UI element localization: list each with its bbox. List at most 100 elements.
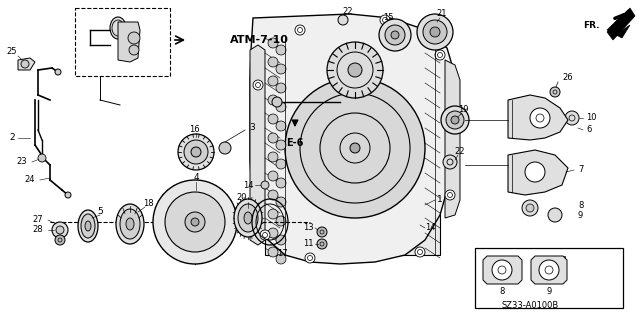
Circle shape — [276, 235, 286, 245]
Text: SZ33-A0100B: SZ33-A0100B — [501, 300, 559, 309]
Ellipse shape — [116, 204, 144, 244]
Circle shape — [348, 63, 362, 77]
Circle shape — [525, 162, 545, 182]
Bar — [475, 248, 623, 308]
Polygon shape — [445, 60, 460, 218]
Circle shape — [285, 78, 425, 218]
Bar — [535, 256, 543, 262]
Polygon shape — [118, 22, 140, 62]
Text: 10: 10 — [586, 114, 596, 122]
Text: 23: 23 — [17, 158, 28, 167]
Circle shape — [338, 15, 348, 25]
Circle shape — [38, 154, 46, 162]
Circle shape — [530, 108, 550, 128]
Circle shape — [185, 212, 205, 232]
Circle shape — [268, 57, 278, 67]
Circle shape — [451, 116, 459, 124]
Text: 27: 27 — [33, 216, 44, 225]
Circle shape — [268, 95, 278, 105]
Circle shape — [276, 197, 286, 207]
Polygon shape — [250, 14, 458, 264]
Circle shape — [430, 27, 440, 37]
Circle shape — [443, 155, 457, 169]
Text: 24: 24 — [25, 175, 35, 184]
Circle shape — [55, 235, 65, 245]
Circle shape — [295, 25, 305, 35]
Circle shape — [268, 38, 278, 48]
Circle shape — [550, 87, 560, 97]
Ellipse shape — [81, 214, 95, 238]
Circle shape — [261, 181, 269, 189]
Circle shape — [268, 228, 278, 238]
Text: 6: 6 — [586, 125, 591, 135]
Text: 5: 5 — [97, 207, 103, 217]
Circle shape — [276, 178, 286, 188]
Circle shape — [268, 133, 278, 143]
Text: 28: 28 — [33, 226, 44, 234]
Text: E-6: E-6 — [286, 138, 304, 148]
Text: 18: 18 — [143, 199, 154, 209]
Text: 13: 13 — [303, 224, 314, 233]
Text: 3: 3 — [249, 122, 255, 131]
Circle shape — [391, 31, 399, 39]
Circle shape — [565, 111, 579, 125]
Circle shape — [219, 142, 231, 154]
Circle shape — [305, 253, 315, 263]
Polygon shape — [607, 8, 635, 40]
Bar — [487, 256, 495, 262]
Circle shape — [385, 25, 405, 45]
Ellipse shape — [78, 210, 98, 242]
Circle shape — [441, 106, 469, 134]
Circle shape — [253, 80, 263, 90]
Text: 22: 22 — [343, 8, 353, 17]
Bar — [270, 88, 350, 116]
Text: 14: 14 — [425, 224, 435, 233]
Circle shape — [191, 218, 199, 226]
Circle shape — [380, 15, 390, 25]
Circle shape — [446, 111, 464, 129]
Text: 22: 22 — [455, 147, 465, 157]
Circle shape — [423, 20, 447, 44]
Text: 8: 8 — [499, 287, 505, 296]
Text: 19: 19 — [458, 106, 468, 115]
Circle shape — [276, 254, 286, 264]
Circle shape — [268, 247, 278, 257]
Text: 17: 17 — [276, 249, 287, 257]
Circle shape — [379, 19, 411, 51]
Bar — [75, 8, 170, 76]
Circle shape — [55, 69, 61, 75]
Circle shape — [327, 42, 383, 98]
Circle shape — [445, 190, 455, 200]
Circle shape — [492, 260, 512, 280]
Circle shape — [276, 102, 286, 112]
Circle shape — [268, 152, 278, 162]
Circle shape — [276, 216, 286, 226]
Polygon shape — [250, 45, 265, 245]
Circle shape — [260, 230, 270, 240]
Ellipse shape — [238, 204, 258, 232]
Circle shape — [417, 14, 453, 50]
Circle shape — [435, 50, 445, 60]
Bar — [557, 256, 565, 262]
Circle shape — [165, 192, 225, 252]
Circle shape — [276, 140, 286, 150]
Polygon shape — [607, 10, 632, 38]
Circle shape — [268, 114, 278, 124]
Circle shape — [272, 97, 282, 107]
Circle shape — [276, 64, 286, 74]
Circle shape — [276, 45, 286, 55]
Text: 25: 25 — [7, 48, 17, 56]
Text: 4: 4 — [193, 174, 199, 182]
Text: 9: 9 — [547, 287, 552, 296]
Circle shape — [129, 45, 139, 55]
Ellipse shape — [120, 209, 140, 239]
Polygon shape — [508, 95, 568, 140]
Circle shape — [539, 260, 559, 280]
Circle shape — [52, 222, 68, 238]
Ellipse shape — [234, 199, 262, 237]
Circle shape — [522, 200, 538, 216]
Ellipse shape — [85, 221, 91, 231]
Text: 26: 26 — [563, 73, 573, 83]
Circle shape — [268, 171, 278, 181]
Circle shape — [178, 134, 214, 170]
